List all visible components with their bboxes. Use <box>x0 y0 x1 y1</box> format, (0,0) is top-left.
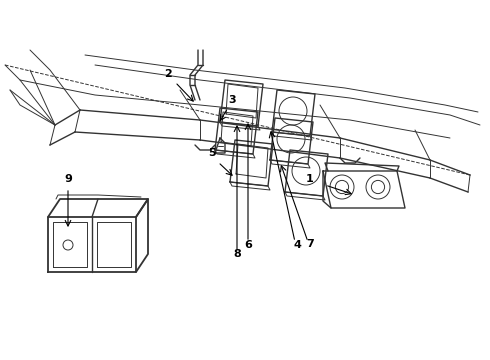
Text: 5: 5 <box>208 148 216 158</box>
Text: 6: 6 <box>244 240 252 250</box>
Text: 7: 7 <box>306 239 314 249</box>
Text: 3: 3 <box>228 95 236 105</box>
Text: 8: 8 <box>233 249 241 259</box>
Text: 4: 4 <box>293 240 301 250</box>
Text: 9: 9 <box>64 174 72 184</box>
Text: 1: 1 <box>306 174 314 184</box>
Text: 2: 2 <box>164 69 172 79</box>
